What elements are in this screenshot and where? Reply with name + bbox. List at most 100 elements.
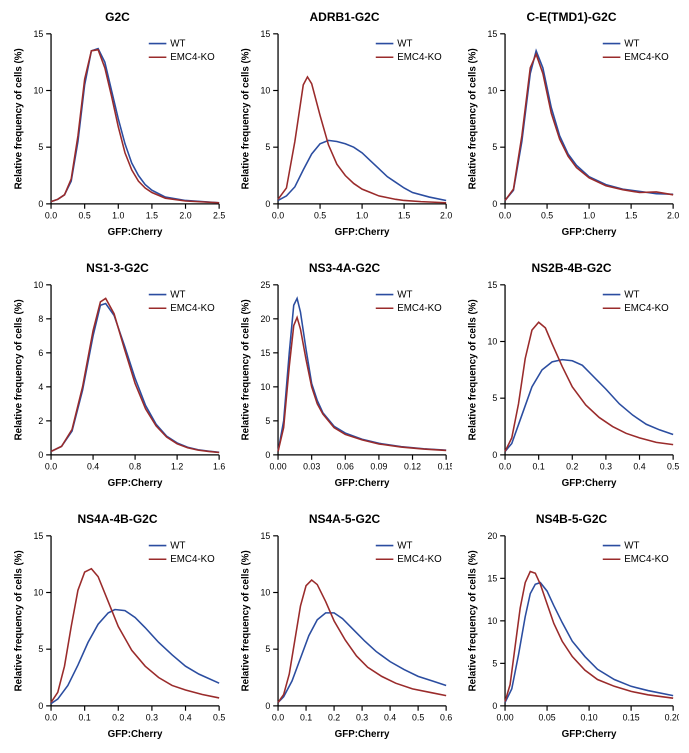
legend-label-wt: WT <box>624 290 639 301</box>
x-tick-label: 2.0 <box>440 211 452 221</box>
x-tick-label: 0.1 <box>533 462 545 472</box>
series-ko <box>51 50 219 203</box>
legend-label-ko: EMC4-KO <box>624 52 669 63</box>
series-ko <box>278 77 446 203</box>
x-tick-label: 0.12 <box>404 462 421 472</box>
legend-label-wt: WT <box>624 39 639 50</box>
x-tick-label: 1.6 <box>213 462 225 472</box>
x-tick-label: 0.4 <box>179 713 191 723</box>
x-tick-label: 0.6 <box>440 713 452 723</box>
y-tick-label: 15 <box>487 280 497 290</box>
y-tick-label: 15 <box>260 348 270 358</box>
legend-label-wt: WT <box>170 290 185 301</box>
x-tick-label: 0.0 <box>272 713 284 723</box>
x-tick-label: 0.5 <box>412 713 424 723</box>
x-tick-label: 0.0 <box>45 211 57 221</box>
y-tick-label: 0 <box>38 199 43 209</box>
x-tick-label: 1.0 <box>583 211 595 221</box>
x-tick-label: 0.5 <box>213 713 225 723</box>
x-tick-label: 0.0 <box>272 211 284 221</box>
y-tick-label: 10 <box>260 85 270 95</box>
y-axis-label: Relative frequency of cells (%) <box>14 550 25 691</box>
series-wt <box>278 140 446 200</box>
series-wt <box>278 613 446 703</box>
panel-title: ADRB1-G2C <box>237 10 452 24</box>
x-tick-label: 0.2 <box>112 713 124 723</box>
y-tick-label: 10 <box>260 382 270 392</box>
series-wt <box>51 49 219 203</box>
y-tick-label: 0 <box>492 199 497 209</box>
legend: WTEMC4-KO <box>376 39 442 64</box>
chart-panel-1: ADRB1-G2C0.00.51.01.52.0051015GFP:Cherry… <box>237 10 452 241</box>
x-tick-label: 1.5 <box>625 211 637 221</box>
y-tick-label: 2 <box>38 416 43 426</box>
x-tick-label: 0.1 <box>300 713 312 723</box>
y-tick-label: 15 <box>260 29 270 39</box>
chart-svg: 0.00.10.20.30.40.5051015GFP:CherryRelati… <box>464 277 679 492</box>
series-wt <box>505 360 673 452</box>
legend-label-ko: EMC4-KO <box>170 303 215 314</box>
chart-svg: 0.00.51.01.52.02.5051015GFP:CherryRelati… <box>10 26 225 241</box>
legend: WTEMC4-KO <box>603 290 669 315</box>
y-tick-label: 10 <box>487 336 497 346</box>
x-tick-label: 0.4 <box>633 462 645 472</box>
x-tick-label: 0.15 <box>438 462 452 472</box>
x-tick-label: 0.1 <box>79 713 91 723</box>
y-tick-label: 10 <box>33 280 43 290</box>
panel-title: NS4B-5-G2C <box>464 512 679 526</box>
y-axis-label: Relative frequency of cells (%) <box>14 299 25 440</box>
y-axis-label: Relative frequency of cells (%) <box>468 550 479 691</box>
x-axis-label: GFP:Cherry <box>562 729 617 740</box>
legend-label-ko: EMC4-KO <box>624 554 669 565</box>
x-tick-label: 2.5 <box>213 211 225 221</box>
x-tick-label: 0.5 <box>667 462 679 472</box>
y-tick-label: 15 <box>487 29 497 39</box>
legend: WT EMC4-KO <box>603 39 669 64</box>
chart-panel-7: NS4A-5-G2C0.00.10.20.30.40.50.6051015GFP… <box>237 512 452 743</box>
x-tick-label: 0.2 <box>566 462 578 472</box>
x-axis-label: GFP:Cherry <box>335 478 390 489</box>
legend-label-wt: WT <box>397 541 412 552</box>
chart-panel-3: NS1-3-G2C0.00.40.81.21.60246810GFP:Cherr… <box>10 261 225 492</box>
x-tick-label: 2.0 <box>179 211 191 221</box>
legend-label-ko: EMC4-KO <box>170 52 215 63</box>
panel-title: NS1-3-G2C <box>10 261 225 275</box>
y-tick-label: 5 <box>265 416 270 426</box>
y-tick-label: 0 <box>265 701 270 711</box>
legend-label-ko: EMC4-KO <box>397 554 442 565</box>
y-tick-label: 20 <box>260 314 270 324</box>
x-tick-label: 0.09 <box>370 462 387 472</box>
y-tick-label: 10 <box>487 85 497 95</box>
x-tick-label: 0.5 <box>79 211 91 221</box>
series-ko <box>505 572 673 702</box>
chart-svg: 0.00.40.81.21.60246810GFP:CherryRelative… <box>10 277 225 492</box>
x-tick-label: 0.5 <box>314 211 326 221</box>
chart-panel-0: G2C0.00.51.01.52.02.5051015GFP:CherryRel… <box>10 10 225 241</box>
x-tick-label: 0.05 <box>539 713 556 723</box>
y-tick-label: 10 <box>487 616 497 626</box>
chart-svg: 0.000.050.100.150.2005101520GFP:CherryRe… <box>464 528 679 743</box>
x-tick-label: 0.0 <box>45 713 57 723</box>
panel-title: NS4A-4B-G2C <box>10 512 225 526</box>
y-tick-label: 0 <box>38 450 43 460</box>
x-tick-label: 0.0 <box>499 462 511 472</box>
y-tick-label: 6 <box>38 348 43 358</box>
series-wt <box>51 304 219 453</box>
x-axis-label: GFP:Cherry <box>562 227 617 238</box>
y-axis-label: Relative frequency of cells (%) <box>241 48 252 189</box>
x-tick-label: 0.0 <box>45 462 57 472</box>
legend-label-wt: WT <box>397 290 412 301</box>
x-tick-label: 1.0 <box>356 211 368 221</box>
x-tick-label: 1.5 <box>146 211 158 221</box>
y-axis-label: Relative frequency of cells (%) <box>241 550 252 691</box>
chart-svg: 0.000.030.060.090.120.150510152025GFP:Ch… <box>237 277 452 492</box>
legend-label-wt: WT <box>170 541 185 552</box>
panel-title: G2C <box>10 10 225 24</box>
x-tick-label: 0.00 <box>269 462 286 472</box>
series-wt <box>278 298 446 451</box>
y-tick-label: 10 <box>33 587 43 597</box>
legend-label-wt: WT <box>170 39 185 50</box>
y-axis-label: Relative frequency of cells (%) <box>14 48 25 189</box>
y-tick-label: 0 <box>492 450 497 460</box>
y-axis-label: Relative frequency of cells (%) <box>241 299 252 440</box>
